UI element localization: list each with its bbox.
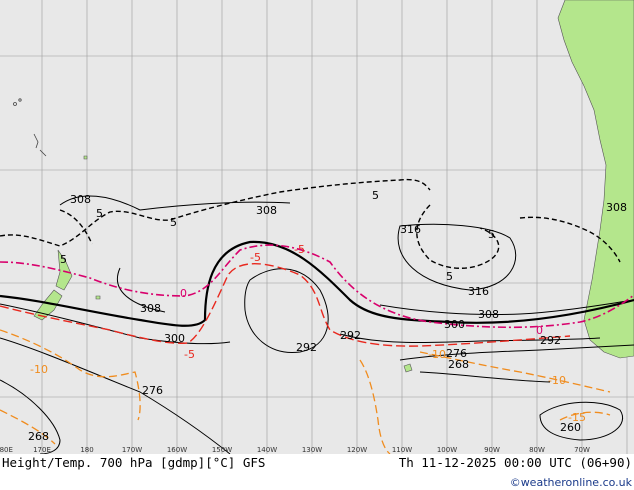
ocean-background	[0, 0, 634, 454]
contour-292-low	[244, 268, 329, 353]
isotherm-plus5	[0, 178, 621, 269]
contour-308-right	[379, 299, 634, 316]
caption-bar	[0, 454, 634, 490]
lon-tick: 170E	[33, 446, 51, 454]
land-masses	[33, 0, 634, 373]
south-america-land	[557, 0, 634, 359]
island-small-1	[83, 155, 88, 160]
height-label: 300	[444, 318, 465, 331]
lon-tick: 100W	[437, 446, 457, 454]
contour-260	[539, 401, 623, 441]
chatham-islands	[95, 295, 101, 300]
height-label: 308	[256, 204, 277, 217]
contour-276	[399, 344, 634, 361]
temp-label: -5	[294, 243, 305, 256]
contour-300	[0, 240, 634, 327]
contour-268	[419, 371, 551, 383]
height-label: 308	[606, 201, 627, 214]
height-label: 268	[448, 358, 469, 371]
temp-label: -5	[250, 251, 261, 264]
lon-tick: 120W	[347, 446, 367, 454]
lon-tick: 130W	[302, 446, 322, 454]
lon-tick: 180	[80, 446, 93, 454]
temp-label: 5	[446, 270, 453, 283]
lon-tick: 160W	[167, 446, 187, 454]
temp-label: -10	[428, 348, 446, 361]
temp-label: 5	[96, 207, 103, 220]
temp-label: 0	[536, 324, 543, 337]
height-label: 276	[446, 347, 467, 360]
height-label: 260	[560, 421, 581, 434]
height-label: 292	[540, 334, 561, 347]
contour-316	[397, 223, 517, 291]
credit-text[interactable]: ©weatheronline.co.uk	[510, 476, 633, 489]
lon-tick: 80W	[529, 446, 545, 454]
contour-308-loop	[116, 267, 166, 313]
temp-label: -10	[548, 374, 566, 387]
height-labels: 308 308 308 316 316 308 308 300 300 292 …	[28, 193, 627, 443]
temp-label: 5	[488, 228, 495, 241]
isotherm-minus5	[0, 263, 571, 347]
height-label: 268	[28, 430, 49, 443]
contour-292-east	[339, 333, 601, 344]
contour-276-west	[0, 337, 231, 455]
height-label: 300	[164, 332, 185, 345]
contour-308-west	[59, 195, 291, 211]
height-label: 292	[340, 329, 361, 342]
height-contours	[0, 195, 634, 455]
island-dots	[13, 98, 47, 157]
island-small-2	[403, 363, 413, 373]
new-zealand-north-island	[55, 249, 73, 291]
temp-label: -15	[568, 411, 586, 424]
temp-label: -10	[30, 363, 48, 376]
temperature-labels: 5 5 5 5 5 5 0 0 -5 -5 -5 -10 -10 -10 -15	[30, 189, 586, 424]
temp-label: 5	[372, 189, 379, 202]
temp-label: -5	[184, 348, 195, 361]
isotherm-minus10	[0, 329, 611, 455]
caption-right: Th 11-12-2025 00:00 UTC (06+90)	[399, 455, 632, 470]
height-label: 276	[142, 384, 163, 397]
temp-label: 5	[60, 253, 67, 266]
lon-tick: 110W	[392, 446, 412, 454]
caption-left: Height/Temp. 700 hPa [gdmp][°C] GFS	[2, 455, 265, 470]
temp-label: 5	[170, 216, 177, 229]
lon-tick: 140W	[257, 446, 277, 454]
longitude-ticks: 180E 170E 180 170W 160W 150W 140W 130W 1…	[0, 446, 590, 454]
lon-tick: 150W	[212, 446, 232, 454]
lon-tick: 90W	[484, 446, 500, 454]
isotherm-zero	[0, 244, 634, 329]
contour-268-west	[0, 379, 61, 455]
height-label: 316	[468, 285, 489, 298]
lon-tick: 170W	[122, 446, 142, 454]
height-label: 292	[296, 341, 317, 354]
lon-tick: 70W	[574, 446, 590, 454]
height-label: 308	[478, 308, 499, 321]
lon-tick: 180E	[0, 446, 13, 454]
height-label: 308	[140, 302, 161, 315]
height-label: 316	[400, 223, 421, 236]
height-label: 308	[70, 193, 91, 206]
temp-label: 0	[180, 287, 187, 300]
